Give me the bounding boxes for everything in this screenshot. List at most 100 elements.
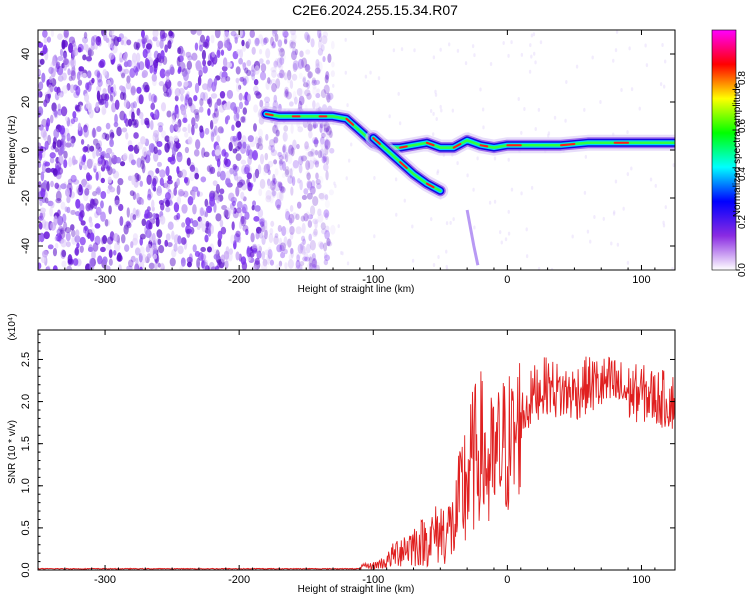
noise-speckle [105,147,113,155]
faint-speckle [599,99,602,104]
noise-speckle [92,148,96,159]
noise-speckle [324,212,329,221]
noise-speckle [230,234,235,245]
noise-speckle [216,158,221,168]
noise-speckle [77,43,84,53]
noise-speckle [286,148,292,157]
noise-speckle [267,248,273,260]
noise-speckle [292,159,300,169]
noise-speckle [63,150,68,159]
noise-speckle [42,30,48,38]
noise-speckle [264,96,271,103]
noise-speckle [251,72,256,81]
noise-speckle [169,257,176,267]
noise-speckle [95,149,100,157]
noise-speckle [295,226,302,235]
noise-speckle [186,256,193,264]
faint-speckle [614,179,618,184]
noise-speckle [85,56,92,62]
noise-speckle [216,171,221,178]
noise-speckle [204,198,209,207]
noise-speckle [112,45,118,54]
noise-speckle [226,115,231,121]
noise-speckle [40,188,46,198]
faint-speckle [510,40,513,45]
noise-speckle [325,155,330,165]
noise-speckle [304,64,311,73]
noise-speckle [271,41,276,49]
noise-speckle [158,199,164,205]
noise-speckle [61,249,67,258]
noise-speckle [95,36,102,46]
noise-speckle [301,194,308,201]
noise-speckle [329,147,335,154]
noise-speckle [191,186,199,193]
noise-speckle [44,161,51,167]
noise-speckle [192,220,199,228]
faint-speckle [449,220,452,225]
noise-speckle [108,39,113,49]
faint-speckle [553,115,557,120]
noise-speckle [329,129,334,139]
noise-speckle [327,53,332,64]
faint-speckle [525,254,529,259]
noise-speckle [158,125,163,133]
noise-speckle [202,91,209,102]
faint-speckle [626,130,629,135]
noise-speckle [279,244,285,253]
noise-speckle [311,77,316,84]
noise-speckle [118,264,122,270]
noise-speckle [102,68,108,76]
faint-speckle [345,176,348,181]
noise-speckle [123,53,128,62]
noise-speckle [185,217,191,226]
noise-speckle [262,168,267,176]
faint-speckle [565,80,568,85]
noise-speckle [43,36,48,44]
noise-speckle [254,90,261,96]
noise-speckle [127,144,134,152]
noise-speckle [307,262,313,270]
noise-speckle [307,71,314,79]
noise-speckle [296,254,301,263]
noise-speckle [263,37,268,46]
noise-speckle [308,256,313,267]
noise-speckle [87,47,92,58]
y-axis-label-top: Frequency (Hz) [7,116,18,185]
noise-speckle [41,72,46,83]
noise-speckle [289,231,294,240]
faint-speckle [662,84,666,89]
noise-speckle [208,261,215,270]
noise-speckle [206,246,212,253]
faint-speckle [534,127,537,132]
noise-speckle [141,218,147,227]
noise-speckle [267,77,271,84]
noise-speckle [94,211,99,219]
noise-speckle [80,139,85,145]
noise-speckle [121,127,128,133]
noise-speckle [157,262,161,268]
noise-speckle [290,166,295,172]
noise-speckle [89,221,94,228]
noise-speckle [199,125,204,133]
noise-speckle [123,61,129,68]
noise-speckle [47,244,54,250]
noise-speckle [165,233,171,241]
noise-speckle [259,153,265,165]
noise-speckle [223,30,230,40]
noise-speckle [260,37,265,47]
noise-speckle [280,252,286,259]
noise-speckle [52,55,56,67]
noise-speckle [317,241,324,248]
noise-speckle [244,164,251,174]
faint-speckle [493,199,497,204]
noise-speckle [242,141,247,149]
noise-speckle [262,258,268,267]
noise-speckle [169,124,175,134]
noise-speckle [220,254,226,263]
noise-speckle [65,188,71,197]
noise-speckle [283,35,288,44]
noise-speckle [319,242,325,250]
x-tick-label-top: 100 [632,274,650,286]
noise-speckle [212,117,218,124]
